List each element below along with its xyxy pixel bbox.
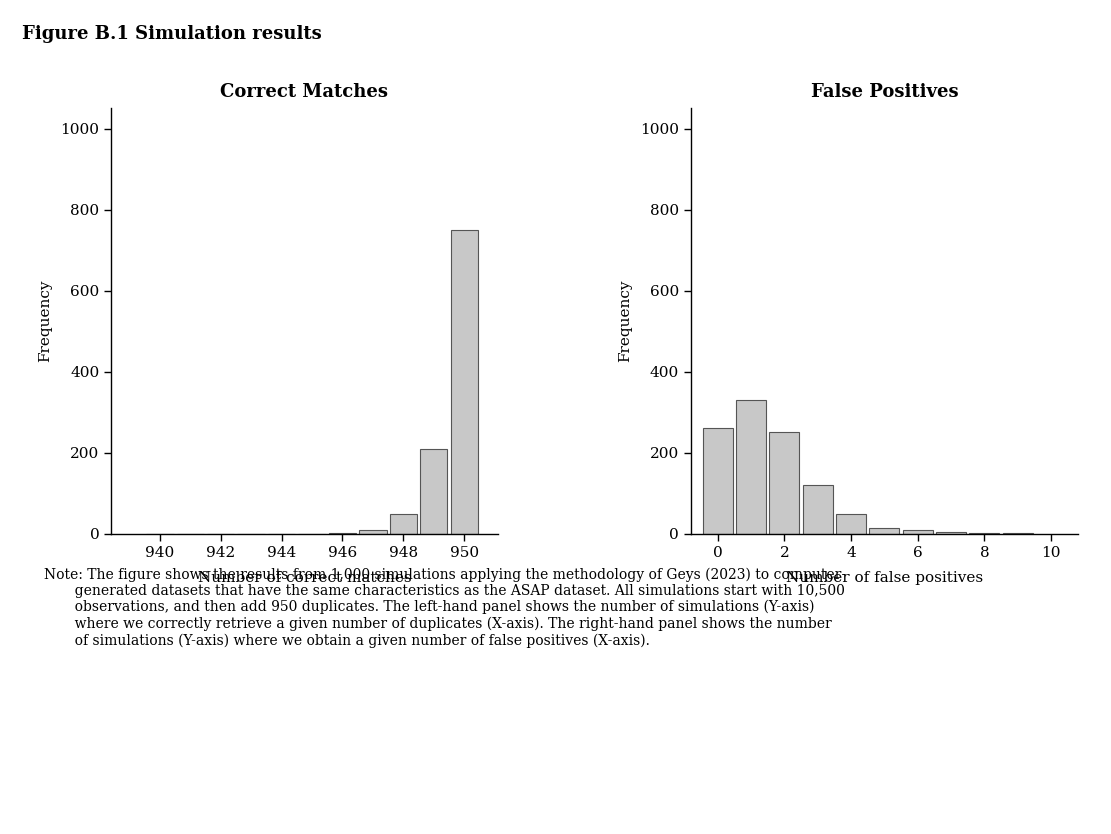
Title: Correct Matches: Correct Matches [220, 83, 389, 101]
X-axis label: Number of correct matches: Number of correct matches [198, 570, 411, 585]
Bar [769, 433, 800, 534]
Bar [451, 230, 478, 534]
Bar [835, 514, 867, 534]
Y-axis label: Frequency: Frequency [38, 280, 52, 362]
Bar [390, 514, 417, 534]
Bar [935, 532, 965, 534]
Bar [420, 449, 448, 534]
X-axis label: Number of false positives: Number of false positives [785, 570, 983, 585]
Text: Figure B.1 Simulation results: Figure B.1 Simulation results [22, 25, 322, 43]
Text: Note: The figure shows the results from 1,000 simulations applying the methodolo: Note: The figure shows the results from … [44, 567, 847, 648]
Bar [902, 530, 932, 534]
Bar [735, 400, 767, 534]
Y-axis label: Frequency: Frequency [618, 280, 632, 362]
Bar [359, 530, 387, 534]
Title: False Positives: False Positives [811, 83, 958, 101]
Bar [802, 485, 833, 534]
Bar [702, 429, 732, 534]
Bar [870, 528, 900, 534]
